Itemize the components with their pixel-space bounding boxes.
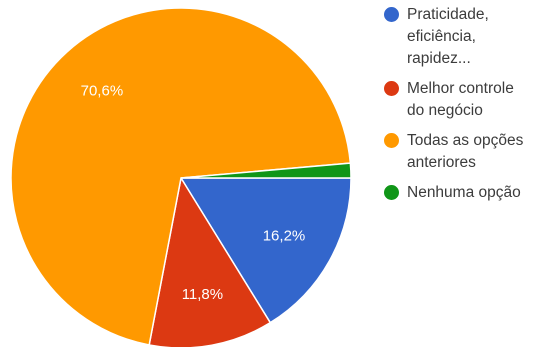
pie-slice-melhor-controle[interactable] <box>148 175 272 347</box>
legend-label-melhor-controle: Melhor controle do negócio <box>407 80 514 119</box>
legend-swatch-nenhuma-opcao <box>384 185 399 200</box>
legend-label-todas-as-opcoes: Todas as opções anteriores <box>407 132 524 171</box>
legend-entry-praticidade[interactable]: Praticidade, eficiência, rapidez... <box>384 4 558 70</box>
legend-label-nenhuma-opcao: Nenhuma opção <box>407 184 521 201</box>
legend-swatch-praticidade <box>384 7 399 22</box>
legend-entry-nenhuma-opcao[interactable]: Nenhuma opção <box>384 182 558 204</box>
legend-swatch-melhor-controle <box>384 81 399 96</box>
legend-entry-todas-as-opcoes[interactable]: Todas as opções anteriores <box>384 130 558 174</box>
legend-swatch-todas-as-opcoes <box>384 133 399 148</box>
pie-data-label-todas-as-opcoes: 70,6% <box>81 83 124 100</box>
legend-entry-melhor-controle[interactable]: Melhor controle do negócio <box>384 78 558 122</box>
pie-data-label-melhor-controle: 11,8% <box>182 286 223 303</box>
pie-slice-todas-as-opcoes[interactable] <box>10 7 352 346</box>
pie-data-label-praticidade: 16,2% <box>263 228 306 245</box>
pie-slice-praticidade[interactable] <box>179 177 352 324</box>
legend-label-praticidade: Praticidade, eficiência, rapidez... <box>407 6 489 67</box>
pie-slice-nenhuma-opcao[interactable] <box>180 162 352 179</box>
legend: Praticidade, eficiência, rapidez... Melh… <box>384 4 558 212</box>
pie-data-labels: 16,2% 11,8% 70,6% <box>81 83 306 304</box>
pie-slices <box>10 7 352 347</box>
